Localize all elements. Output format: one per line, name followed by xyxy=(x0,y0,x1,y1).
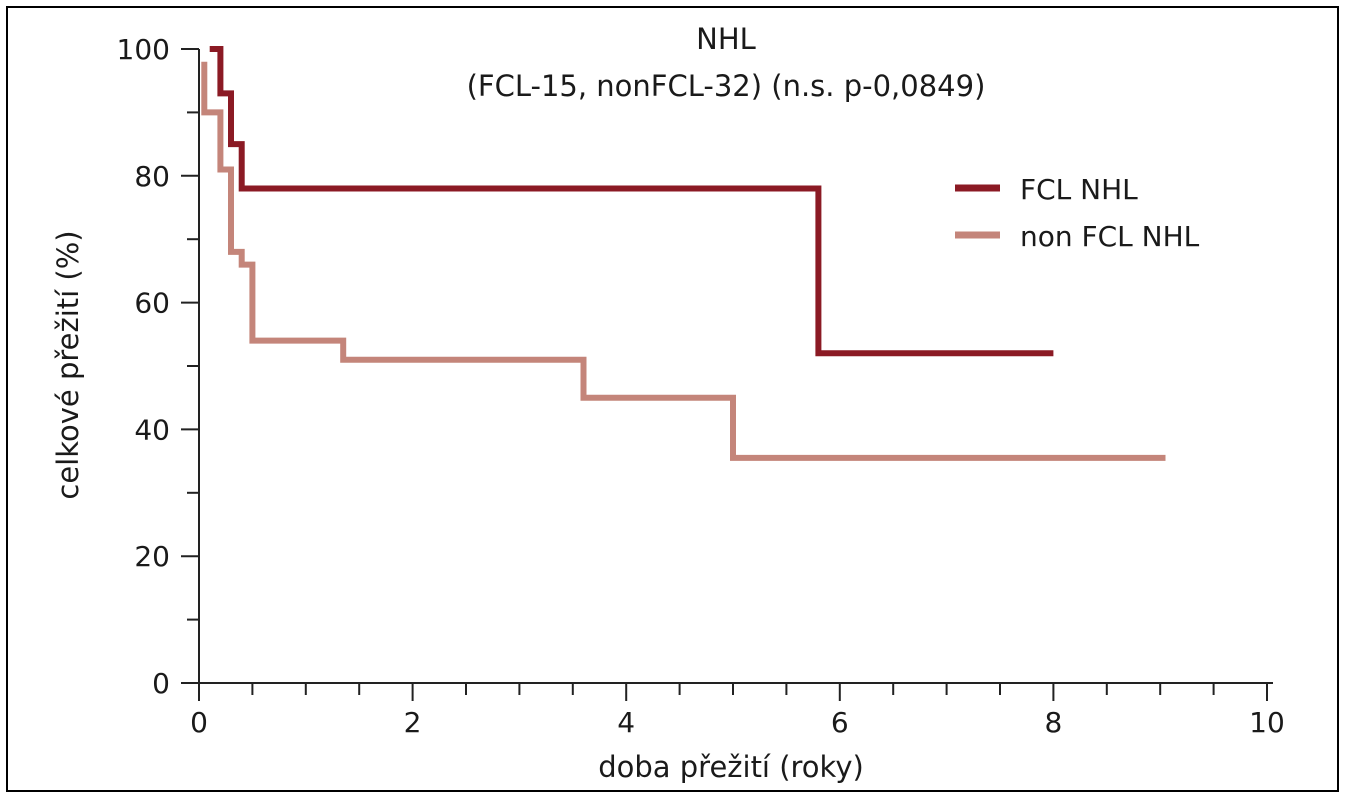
x-tick-label: 4 xyxy=(617,706,635,739)
chart-title: NHL xyxy=(696,22,756,56)
y-tick-label: 60 xyxy=(134,287,170,320)
x-tick-label: 10 xyxy=(1249,706,1285,739)
series-line xyxy=(209,46,1054,357)
y-tick-label: 40 xyxy=(134,413,170,446)
axes: 0 20 40 60 80 100 0 2 4 6 8 10 xyxy=(117,33,1285,739)
legend: FCL NHL non FCL NHL xyxy=(955,173,1200,253)
x-tick-label: 0 xyxy=(190,706,208,739)
y-tick-label: 100 xyxy=(117,33,170,66)
x-axis-label: doba přežití (roky) xyxy=(598,750,864,784)
series-line xyxy=(201,61,1166,461)
y-tick-label: 0 xyxy=(152,667,170,700)
series-lines xyxy=(201,46,1166,461)
x-tick-label: 6 xyxy=(831,706,849,739)
y-axis-label: celkové přežití (%) xyxy=(51,230,85,499)
chart-subtitle: (FCL-15, nonFCL-32) (n.s. p-0,0849) xyxy=(467,69,986,103)
x-tick-label: 8 xyxy=(1044,706,1062,739)
y-tick-label: 80 xyxy=(134,160,170,193)
y-tick-label: 20 xyxy=(134,540,170,573)
x-tick-label: 2 xyxy=(404,706,422,739)
legend-label: non FCL NHL xyxy=(1020,220,1200,253)
legend-label: FCL NHL xyxy=(1020,173,1138,206)
